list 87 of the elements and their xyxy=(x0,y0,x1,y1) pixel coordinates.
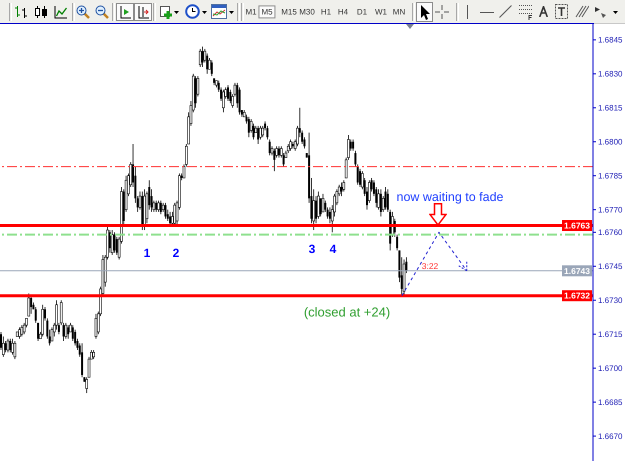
ref-line-label: 1.6732 xyxy=(564,290,590,301)
text: M5 xyxy=(258,5,276,19)
candlestick xyxy=(252,123,254,140)
y-tick-label: 1.6670 xyxy=(598,432,624,441)
candlestick xyxy=(164,202,166,220)
candlestick xyxy=(155,200,158,212)
y-tick-label: 1.6845 xyxy=(598,36,624,45)
candlestick xyxy=(227,84,230,102)
candlestick xyxy=(160,200,162,215)
y-tick-label: 1.6730 xyxy=(598,296,624,306)
candlestick xyxy=(238,87,241,115)
annotation: 3 xyxy=(308,242,316,257)
candlestick xyxy=(342,180,346,192)
ref-line-label: 1.6763 xyxy=(564,220,590,231)
candlestick xyxy=(6,338,10,353)
candlestick xyxy=(114,232,116,254)
candlestick xyxy=(340,182,343,196)
candlestick xyxy=(359,168,362,188)
candlestick xyxy=(67,324,70,340)
y-tick-label: 1.6700 xyxy=(598,364,624,374)
candlestick xyxy=(18,327,21,340)
y-tick-label: 1.6815 xyxy=(598,104,624,113)
candlestick xyxy=(94,313,98,340)
candlestick xyxy=(37,322,40,342)
annotation: now waiting to fade xyxy=(396,190,504,204)
annotation: 1 xyxy=(144,246,150,261)
text: M1 xyxy=(244,6,258,18)
y-tick-label: 1.6745 xyxy=(598,262,624,272)
y-tick-label: 1.6685 xyxy=(598,398,624,407)
candlestick xyxy=(9,338,12,353)
candlestick xyxy=(50,327,54,342)
text: MN xyxy=(392,6,406,18)
text: H1 xyxy=(320,6,332,18)
candlestick xyxy=(30,295,32,314)
candlestick xyxy=(157,200,160,212)
candlestick xyxy=(20,324,24,337)
ref-line-label: 1.6743 xyxy=(564,266,590,276)
text: W1 xyxy=(374,6,388,18)
text: M30 xyxy=(298,6,316,18)
candlestick xyxy=(210,60,213,76)
candlestick xyxy=(169,212,172,226)
annotation: 4 xyxy=(330,242,336,257)
candlestick xyxy=(352,139,354,152)
candlestick xyxy=(229,89,232,104)
y-tick-label: 1.6760 xyxy=(598,228,624,238)
y-tick-label: 1.6785 xyxy=(598,172,624,181)
candlestick xyxy=(202,46,204,68)
candlestick xyxy=(322,193,324,212)
candlestick xyxy=(206,53,208,74)
candlestick xyxy=(289,139,292,152)
candlestick xyxy=(384,186,387,210)
text: M15 xyxy=(280,6,298,18)
candlestick xyxy=(64,322,68,340)
candlestick xyxy=(110,230,114,256)
annotation: (closed at +24) xyxy=(304,304,390,320)
candlestick xyxy=(257,125,260,144)
y-tick-label: 1.6770 xyxy=(598,206,624,215)
candlestick xyxy=(248,116,250,138)
annotation: 3:22 xyxy=(422,261,438,272)
candlestick xyxy=(317,191,320,220)
candlestick xyxy=(4,340,7,353)
candlestick xyxy=(278,146,280,158)
candlestick xyxy=(22,322,26,335)
candlestick xyxy=(34,306,37,324)
candlestick xyxy=(14,340,16,360)
y-tick-label: 1.6830 xyxy=(598,70,624,79)
candlestick xyxy=(198,48,202,68)
candlestick xyxy=(74,329,76,346)
candlestick xyxy=(92,350,95,360)
y-tick-label: 1.6800 xyxy=(598,138,624,147)
text: H4 xyxy=(336,6,350,18)
candlestick xyxy=(108,230,111,254)
candlestick xyxy=(116,236,118,256)
candlestick xyxy=(72,324,74,342)
candlestick xyxy=(273,148,276,172)
annotation: 2 xyxy=(172,246,180,261)
candlestick xyxy=(261,125,264,138)
candlestick xyxy=(380,188,382,217)
candlestick xyxy=(266,125,268,140)
candlestick xyxy=(259,125,262,140)
candlestick xyxy=(320,198,322,217)
candlestick xyxy=(268,139,271,156)
candlestick xyxy=(81,342,84,378)
text: D1 xyxy=(356,6,368,18)
candlestick xyxy=(222,89,225,113)
y-tick-label: 1.6715 xyxy=(598,330,624,340)
candlestick xyxy=(386,188,389,212)
